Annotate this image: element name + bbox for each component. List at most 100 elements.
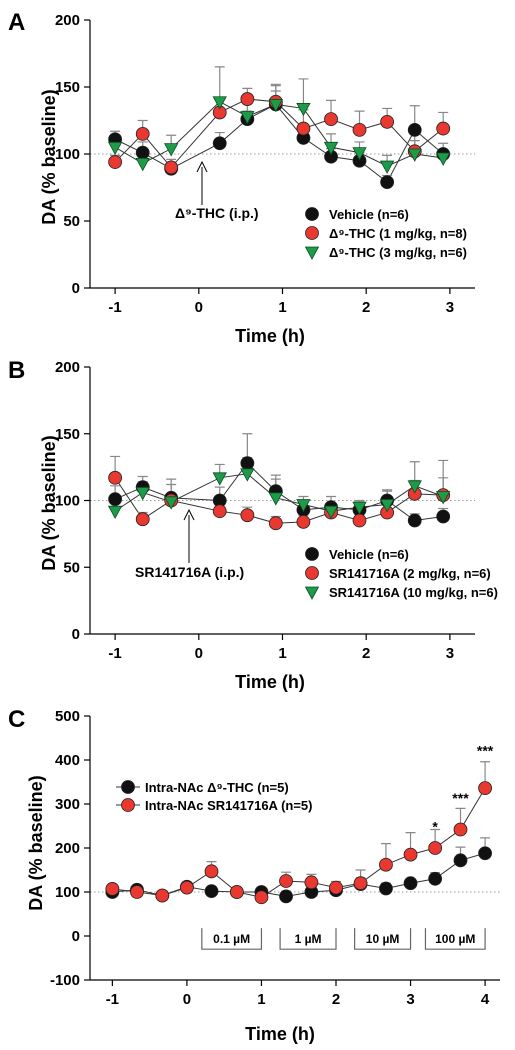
panel-a-series-1-point: [108, 155, 123, 169]
panel-a-series-0-point: [407, 122, 422, 137]
panel-c-series-1-point: [353, 876, 368, 891]
panel-c-series-1-point: [130, 885, 144, 899]
panel-a-series-2-point: [212, 96, 227, 110]
panel-b-x-tick-label: 1: [278, 645, 286, 662]
panel-a-x-tick-label: 1: [278, 299, 286, 316]
panel-b-series-1-point: [268, 516, 283, 531]
panel-a-series-0-point: [135, 145, 150, 160]
panel-b-series-2-point: [164, 496, 179, 510]
panel-a-series-1-point: [240, 92, 255, 106]
panel-c-series-0-point: [403, 876, 418, 891]
panel-c-y-tick-label: 400: [55, 752, 80, 769]
panel-c-series-0-point: [428, 871, 443, 886]
panel-b-legend: Vehicle (n=6) SR141716A (2 mg/kg, n=6) SR1…: [304, 547, 498, 600]
panel-b-series-1-point: [296, 514, 311, 529]
panel-a-legend-marker: [304, 246, 320, 260]
panel-b-series-2-point: [323, 505, 339, 520]
panel-a-series-2-error-bar: [214, 66, 225, 102]
panel-c-significance-marker: ***: [452, 790, 469, 806]
panel-b-series-1-point: [240, 508, 255, 523]
panel-a-plot-area: [107, 66, 451, 190]
panel-b-series-2-point: [379, 499, 395, 513]
panel-b-injection-arrow: [183, 508, 195, 563]
panel-b-x-tick-label: 3: [446, 645, 454, 662]
panel-c-x-tick-label: -1: [106, 991, 119, 1008]
panel-c-y-tick-label: 200: [55, 840, 80, 857]
panel-a-legend-label: Δ⁹-THC (1 mg/kg, n=8): [329, 226, 467, 241]
panel-c-series-1-point: [478, 781, 492, 796]
panel-c-series-0-point: [478, 846, 492, 861]
panel-c-series-1-point: [155, 888, 170, 903]
panel-b-x-tick-label: -1: [108, 645, 121, 662]
panel-a-series-2-point: [135, 157, 150, 172]
panel-c-series-1-point: [329, 880, 343, 895]
panel-c-series-1-point: [204, 864, 219, 879]
panel-c-legend-label: Intra-NAc SR141716A (n=5): [145, 798, 313, 813]
panel-c-series-0-point: [204, 884, 219, 899]
panel-b-series-1-point: [352, 513, 367, 528]
panel-a-series-0-point: [380, 175, 395, 190]
panel-c-series-0-line: [112, 852, 486, 897]
panel-c-series-0-point: [453, 853, 468, 868]
panel-label-a: A: [8, 9, 25, 36]
panel-c-series-1-point: [453, 822, 468, 837]
panel-c-series-1-line: [112, 787, 486, 898]
panel-b-x-tick-label: 0: [195, 645, 203, 662]
panel-c-series-1-point: [379, 857, 393, 872]
panel-b-series-0-point: [436, 509, 451, 524]
panel-a-x-tick-label: 0: [195, 299, 203, 316]
panel-b-y-tick-label: 150: [55, 426, 80, 443]
panel-c-x-axis-label: Time (h): [245, 1024, 315, 1044]
panel-b-y-tick-label: 100: [55, 493, 80, 510]
panel-c-concentration-bracket: [279, 928, 337, 950]
panel-c-legend-label: Intra-NAc Δ⁹-THC (n=5): [145, 780, 289, 795]
panel-c-series-1-point: [254, 890, 269, 905]
panel-b-series-2-point: [352, 501, 367, 516]
panel-c-series-1-point: [403, 847, 418, 862]
panel-label-b: B: [8, 357, 25, 384]
panel-a-series-2-point: [352, 147, 367, 161]
panel-b-series-2-point: [135, 487, 150, 501]
panel-b-legend-marker: [304, 586, 320, 600]
panel-a-series-2-point: [379, 160, 395, 174]
panel-b-series-2-point: [212, 472, 227, 486]
panel-a-y-tick-label: 0: [72, 280, 80, 297]
panel-b-series-2-point: [296, 499, 311, 513]
panel-c-significance-marker: ***: [477, 743, 494, 759]
panel-a-series-1-point: [135, 126, 150, 141]
panel-c-concentration-label: 10 µM: [366, 932, 400, 946]
panel-c-y-tick-label: -100: [50, 972, 80, 989]
panel-c-series-1-point: [105, 882, 120, 896]
panel-a-series-1-point: [164, 160, 179, 175]
panel-a-legend-marker: [305, 226, 319, 240]
panel-c-series-1-point: [304, 875, 319, 890]
panel-a-legend-marker: [305, 207, 319, 221]
panel-b: B DA (% baseline) Time (h) SR141716A (i.…: [8, 357, 498, 692]
panel-c-concentration-bracket: [201, 928, 263, 950]
panel-c-x-tick-label: 4: [481, 991, 490, 1008]
panel-a-series-2-point: [407, 148, 422, 162]
panel-c-y-tick-label: 300: [55, 796, 80, 813]
panel-a-x-tick-label: -1: [108, 299, 121, 316]
panel-b-series-2-point: [107, 505, 123, 520]
panel-a-series-2-point: [323, 141, 339, 156]
panel-c-concentration-label: 0.1 µM: [213, 932, 250, 946]
panel-b-series-1-point: [108, 470, 123, 485]
panel-a-series-2-line: [114, 101, 444, 167]
panel-c-legend: Intra-NAc Δ⁹-THC (n=5) Intra-NAc SR141716…: [116, 780, 313, 813]
panel-b-series-2-point: [407, 480, 422, 494]
panel-c-y-tick-label: 500: [55, 708, 80, 725]
panel-a-series-1-point: [324, 112, 338, 127]
panel-c-x-tick-label: 0: [183, 991, 191, 1008]
panel-c-x-tick-label: 3: [406, 991, 414, 1008]
panel-c-y-tick-label: 100: [55, 884, 80, 901]
panel-b-y-tick-label: 50: [63, 559, 80, 576]
panel-b-series-0-point: [240, 456, 255, 471]
panel-b-y-axis-label: DA (% baseline): [39, 435, 59, 570]
panel-b-plot-area: [107, 433, 451, 531]
panel-b-series-2-point: [240, 468, 255, 482]
panel-c-series-1-point: [279, 874, 293, 888]
panel-a-injection-arrow: [196, 160, 208, 205]
panel-c-series-1-point: [428, 841, 443, 855]
